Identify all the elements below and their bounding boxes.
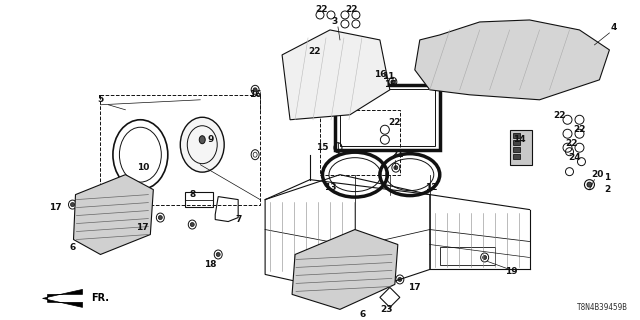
Ellipse shape — [158, 216, 163, 220]
Ellipse shape — [587, 182, 592, 187]
Text: 17: 17 — [408, 283, 421, 292]
Polygon shape — [282, 30, 390, 120]
Bar — [340, 89, 435, 146]
Bar — [320, 110, 400, 175]
Ellipse shape — [394, 166, 398, 170]
Text: 8: 8 — [189, 190, 195, 199]
Text: 9: 9 — [207, 135, 213, 144]
Text: 7: 7 — [235, 215, 241, 224]
Text: 19: 19 — [506, 267, 518, 276]
Text: 15: 15 — [316, 143, 328, 152]
Bar — [440, 247, 495, 266]
Text: FR.: FR. — [92, 293, 109, 303]
Text: 5: 5 — [97, 95, 104, 104]
Text: 13: 13 — [324, 183, 336, 192]
Text: 18: 18 — [204, 260, 216, 269]
Text: 23: 23 — [381, 305, 393, 314]
Text: 12: 12 — [426, 183, 438, 192]
Text: 22: 22 — [388, 118, 401, 127]
Text: 17: 17 — [49, 203, 62, 212]
Text: 16: 16 — [383, 80, 396, 89]
Text: 14: 14 — [513, 135, 526, 144]
Bar — [513, 154, 520, 159]
Bar — [100, 95, 260, 204]
Text: 22: 22 — [573, 125, 586, 134]
Polygon shape — [415, 20, 609, 100]
Text: 22: 22 — [553, 111, 566, 120]
Text: 17: 17 — [136, 223, 148, 232]
Text: 4: 4 — [610, 23, 616, 32]
Text: 21: 21 — [392, 150, 404, 159]
Ellipse shape — [70, 203, 74, 207]
Bar — [513, 140, 520, 145]
Text: 3: 3 — [332, 18, 338, 27]
Text: 20: 20 — [591, 170, 604, 179]
Text: 22: 22 — [308, 47, 320, 56]
Text: 6: 6 — [360, 310, 366, 319]
Bar — [335, 85, 440, 150]
Text: 22: 22 — [565, 139, 578, 148]
Bar — [513, 133, 520, 138]
Text: 11: 11 — [381, 72, 394, 81]
Polygon shape — [43, 289, 83, 308]
Text: 1: 1 — [604, 173, 611, 182]
Bar — [509, 130, 532, 165]
Text: 16: 16 — [249, 90, 261, 99]
Ellipse shape — [483, 255, 486, 260]
Text: 22: 22 — [346, 5, 358, 14]
Text: T8N4B39459B: T8N4B39459B — [577, 303, 627, 312]
Text: 22: 22 — [316, 5, 328, 14]
Bar — [185, 192, 213, 207]
Ellipse shape — [199, 136, 205, 144]
Ellipse shape — [216, 252, 220, 256]
Text: 10: 10 — [137, 163, 150, 172]
Ellipse shape — [190, 222, 195, 227]
Ellipse shape — [180, 117, 224, 172]
Bar — [513, 147, 520, 152]
Polygon shape — [74, 175, 154, 254]
Text: 6: 6 — [69, 243, 76, 252]
Ellipse shape — [391, 80, 395, 84]
Ellipse shape — [398, 277, 402, 281]
Text: 16: 16 — [374, 70, 386, 79]
Polygon shape — [292, 229, 398, 309]
Text: 2: 2 — [604, 185, 611, 194]
Text: 24: 24 — [568, 153, 580, 162]
Ellipse shape — [253, 88, 257, 92]
